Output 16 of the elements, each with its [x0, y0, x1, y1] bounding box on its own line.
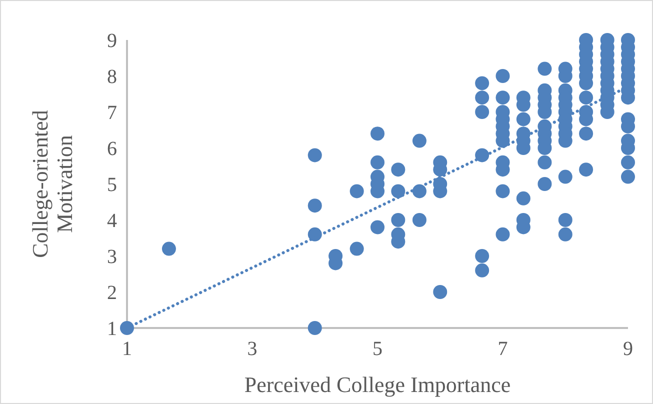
y-tick-label: 9	[107, 30, 117, 52]
y-tick-label: 1	[107, 318, 117, 340]
y-tick-label: 8	[107, 66, 117, 88]
x-tick-label: 7	[498, 338, 508, 360]
y-tick-label: 6	[107, 138, 117, 160]
y-tick-label: 3	[107, 246, 117, 268]
y-tick-label: 2	[107, 282, 117, 304]
x-tick-label: 9	[623, 338, 633, 360]
x-axis-title: Perceived College Importance	[244, 372, 511, 397]
y-tick-label: 5	[107, 174, 117, 196]
y-tick-label: 4	[107, 210, 117, 232]
y-axis-title: College-oriented Motivation	[28, 110, 77, 258]
x-tick-label: 3	[247, 338, 258, 360]
x-tick-label: 1	[122, 338, 132, 360]
x-tick-label: 5	[372, 338, 382, 360]
y-tick-label: 7	[107, 102, 117, 124]
